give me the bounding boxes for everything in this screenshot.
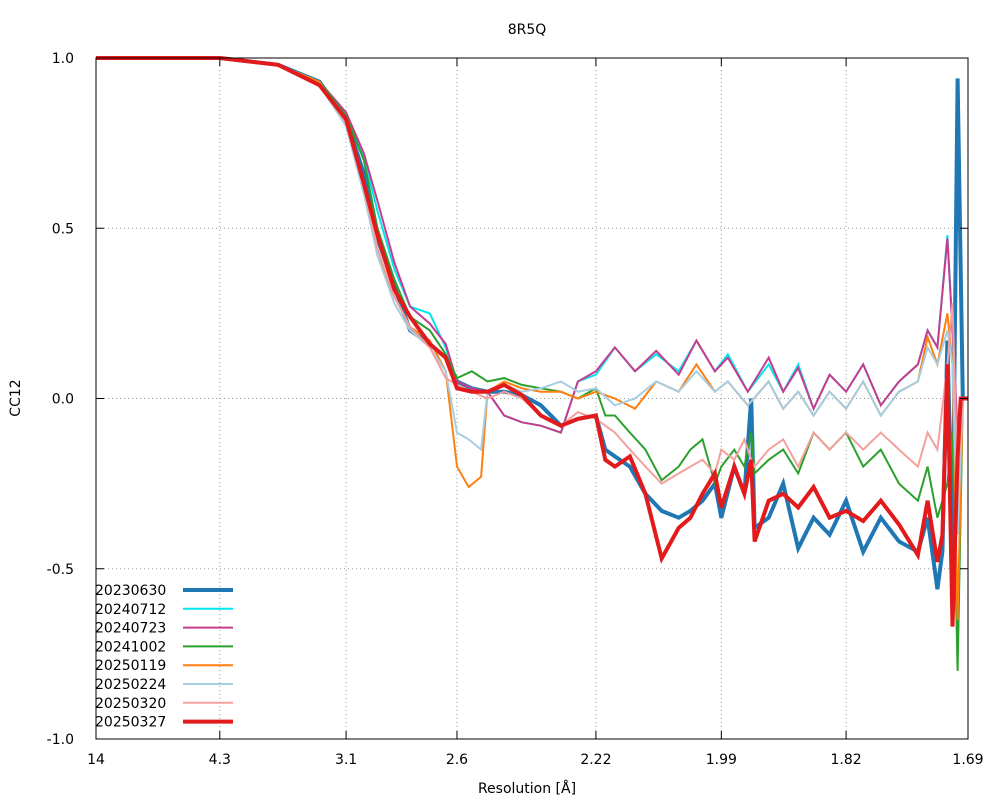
x-tick-label: 2.6	[446, 752, 468, 768]
y-tick-label: 1.0	[52, 51, 74, 67]
legend-label: 20250119	[95, 658, 166, 674]
legend-label: 20240712	[95, 602, 166, 618]
series-layer	[96, 56, 968, 671]
chart-title: 8R5Q	[508, 22, 547, 38]
legend-label: 20230630	[95, 583, 166, 599]
x-tick-label: 3.1	[335, 752, 357, 768]
y-tick-label: -1.0	[47, 732, 74, 748]
series-line-20250320	[96, 57, 968, 485]
x-tick-label: 4.3	[209, 752, 231, 768]
legend-label: 20250224	[95, 677, 166, 693]
tick-layer: 14 4.3 3.1 2.6 2.22 1.99 1.82 1.69 1.0 0.5 0.0 -0.5…	[47, 51, 984, 768]
x-tick-label: 2.22	[580, 752, 611, 768]
y-axis-title: CC12	[8, 379, 24, 416]
legend-label: 20240723	[95, 621, 166, 637]
x-tick-label: 1.99	[706, 752, 737, 768]
x-tick-label: 14	[87, 752, 105, 768]
x-tick-label: 1.69	[952, 752, 983, 768]
y-tick-label: 0.0	[52, 392, 74, 408]
series-line-20250327	[96, 56, 968, 627]
y-tick-label: 0.5	[52, 221, 74, 237]
x-tick-label: 1.82	[831, 752, 862, 768]
x-axis-title: Resolution [Å]	[478, 780, 576, 797]
series-line-20250224	[96, 57, 968, 535]
legend: 20230630 20240712 20240723 20241002 20250119…	[95, 583, 233, 731]
legend-label: 20250320	[95, 696, 166, 712]
y-tick-label: -0.5	[47, 562, 74, 578]
legend-label: 20241002	[95, 639, 166, 655]
legend-label: 20250327	[95, 715, 166, 731]
series-line-20240723	[96, 57, 968, 434]
series-line-20241002	[96, 57, 968, 671]
